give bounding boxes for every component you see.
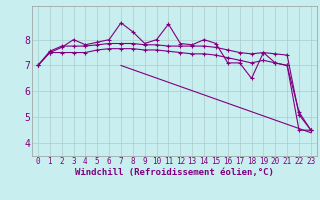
X-axis label: Windchill (Refroidissement éolien,°C): Windchill (Refroidissement éolien,°C) (75, 168, 274, 177)
